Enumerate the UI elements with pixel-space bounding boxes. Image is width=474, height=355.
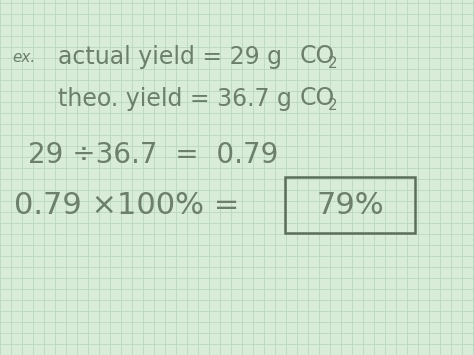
Text: 79%: 79% [316,191,384,219]
Text: theo. yield = 36.7 g: theo. yield = 36.7 g [58,87,300,111]
Text: CO: CO [300,86,335,110]
Bar [285,177,415,233]
Text: 2: 2 [328,56,337,71]
Text: 0.79 ×100% =: 0.79 ×100% = [14,191,249,219]
Text: 29 ÷36.7  =  0.79: 29 ÷36.7 = 0.79 [28,141,278,169]
Text: CO: CO [300,44,335,68]
Text: ex.: ex. [12,49,35,65]
Text: 2: 2 [328,98,337,114]
Text: actual yield = 29 g: actual yield = 29 g [58,45,282,69]
